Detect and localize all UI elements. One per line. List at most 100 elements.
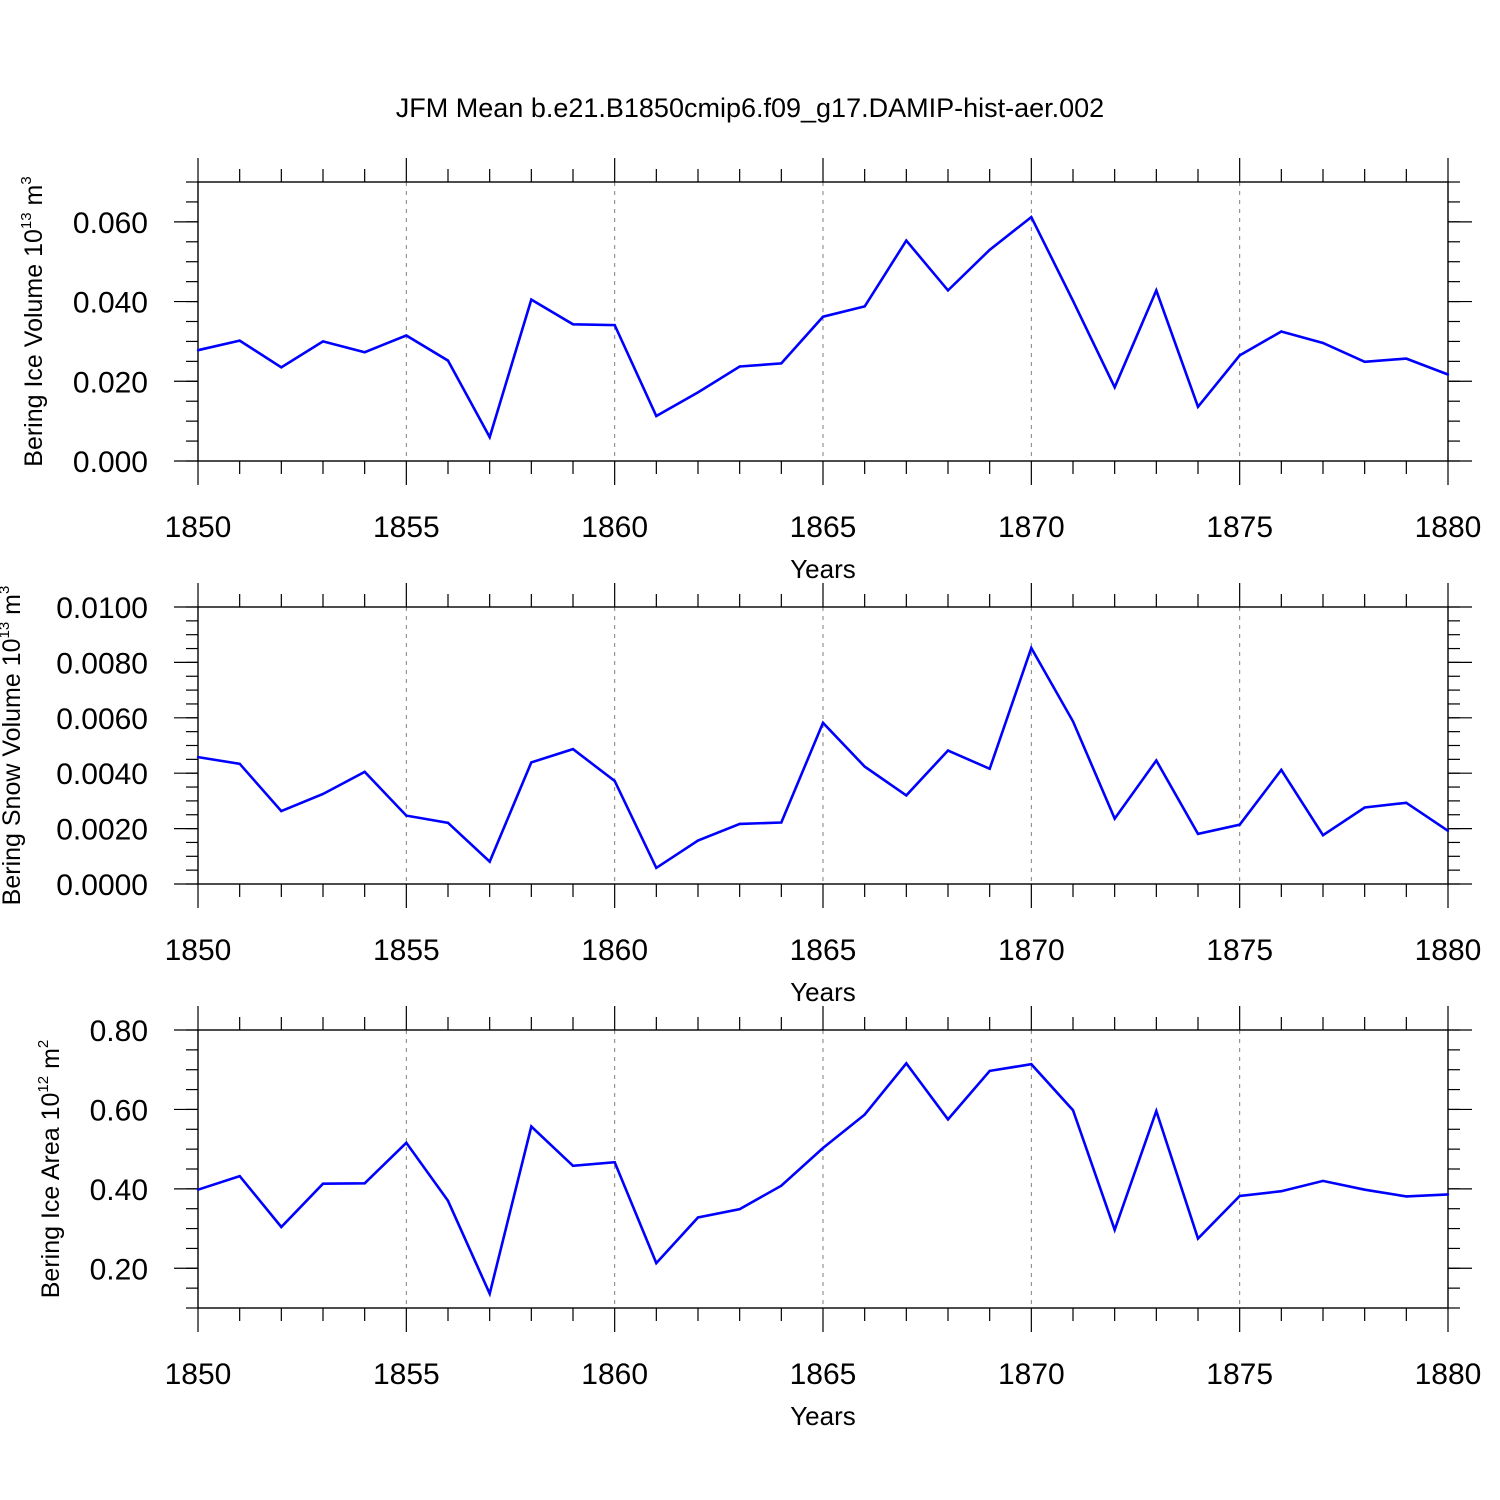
- data-point: [905, 239, 908, 242]
- x-tick-label: 1850: [165, 511, 232, 544]
- data-point: [988, 767, 991, 770]
- data-point: [1280, 330, 1283, 333]
- data-point: [363, 770, 366, 774]
- data-point: [613, 1161, 616, 1164]
- data-point: [696, 839, 700, 842]
- y-axis-title-unit-exponent: 3: [0, 586, 13, 594]
- data-point: [613, 323, 616, 327]
- data-point: [863, 1113, 866, 1116]
- data-point: [1071, 1109, 1075, 1112]
- chart-panel-2: 0.0000 0.0020 0.0040 0.0060 0.0080 0.0100 1850…: [0, 583, 1481, 1007]
- data-point: [446, 1199, 450, 1202]
- data-point: [530, 761, 533, 764]
- data-point: [530, 1125, 533, 1128]
- data-point: [1196, 832, 1200, 836]
- data-point: [821, 1146, 825, 1150]
- data-point: [1238, 823, 1241, 826]
- x-tick-label: 1860: [581, 511, 648, 544]
- data-point: [1071, 299, 1075, 302]
- y-axis-title-exponent: 13: [18, 212, 35, 229]
- data-point: [1030, 646, 1033, 650]
- y-tick-label: 0.0040: [56, 758, 148, 791]
- x-tick-label: 1870: [998, 934, 1065, 967]
- data-point: [905, 1062, 908, 1065]
- data-point: [1363, 1188, 1366, 1191]
- y-axis-title-unit: m: [20, 185, 48, 213]
- data-point: [1113, 1228, 1116, 1231]
- data-point: [1196, 405, 1200, 408]
- y-tick-label: 0.020: [73, 366, 148, 399]
- data-point: [821, 315, 825, 318]
- x-tick-label: 1870: [998, 1358, 1065, 1391]
- data-point: [238, 1174, 241, 1178]
- x-tick-label: 1865: [790, 934, 857, 967]
- y-axis-title-text: Bering Snow Volume 10: [0, 638, 26, 905]
- data-point: [1321, 341, 1325, 345]
- data-point: [1155, 759, 1158, 762]
- data-point: [1280, 768, 1283, 772]
- x-tick-label: 1875: [1206, 511, 1273, 544]
- x-tick-label: 1875: [1206, 1358, 1273, 1391]
- x-tick-label: 1860: [581, 934, 648, 967]
- y-tick-label: 0.0000: [56, 869, 148, 902]
- data-point: [321, 340, 325, 343]
- y-tick-label: 0.60: [90, 1094, 148, 1127]
- data-point: [571, 1164, 575, 1168]
- data-point: [821, 721, 825, 724]
- data-point: [1446, 1193, 1450, 1196]
- data-point: [238, 762, 241, 765]
- data-point: [1280, 1190, 1283, 1193]
- data-point: [1155, 289, 1158, 292]
- y-tick-label: 0.060: [73, 207, 148, 240]
- data-point: [863, 305, 866, 308]
- x-tick-label: 1850: [165, 1358, 232, 1391]
- x-tick-label: 1855: [373, 934, 440, 967]
- data-point: [280, 809, 283, 813]
- y-axis-title-unit-exponent: 3: [18, 176, 35, 184]
- y-tick-label: 0.80: [90, 1015, 148, 1048]
- plot-frame: [197, 606, 1449, 885]
- x-axis-title: Years: [790, 1401, 856, 1431]
- x-tick-label: 1865: [790, 1358, 857, 1391]
- y-tick-label: 0.20: [90, 1253, 148, 1286]
- y-axis-title-exponent: 12: [35, 1076, 52, 1093]
- data-point: [363, 1182, 366, 1185]
- x-tick-label: 1855: [373, 1358, 440, 1391]
- data-point: [446, 359, 450, 362]
- y-axis-title-text: Bering Ice Volume 10: [20, 229, 48, 467]
- x-tick-label: 1870: [998, 511, 1065, 544]
- data-point: [1405, 1195, 1408, 1198]
- y-axis-title-unit: m: [37, 1048, 65, 1076]
- data-point: [1113, 386, 1116, 389]
- data-point: [1030, 1062, 1033, 1066]
- data-point: [405, 814, 408, 817]
- y-axis-title: Bering Ice Volume 1013 m3: [18, 176, 48, 466]
- x-axis-title: Years: [790, 977, 856, 1007]
- y-axis-title-text: Bering Ice Area 10: [37, 1093, 65, 1299]
- x-tick-label: 1875: [1206, 934, 1273, 967]
- data-point: [1405, 801, 1408, 805]
- data-point: [196, 1188, 200, 1191]
- y-tick-label: 0.040: [73, 287, 148, 320]
- data-point: [1446, 373, 1450, 376]
- plot-frame: [197, 1029, 1449, 1309]
- data-point: [488, 860, 491, 863]
- data-point: [696, 391, 700, 394]
- figure-title: JFM Mean b.e21.B1850cmip6.f09_g17.DAMIP-…: [396, 93, 1104, 123]
- data-point: [1155, 1109, 1158, 1113]
- y-axis-title: Bering Snow Volume 1013 m3: [0, 586, 26, 906]
- data-point: [780, 362, 783, 365]
- y-tick-label: 0.0060: [56, 703, 148, 736]
- data-point: [988, 1069, 991, 1073]
- chart-panel-1: 0.000 0.020 0.040 0.060 1850 1855 1860 1865 1870…: [18, 158, 1481, 584]
- data-point: [405, 334, 408, 337]
- data-point: [988, 248, 991, 251]
- data-point: [738, 365, 741, 368]
- y-axis-title: Bering Ice Area 1012 m2: [35, 1040, 65, 1299]
- x-tick-label: 1880: [1415, 934, 1482, 967]
- x-tick-label: 1860: [581, 1358, 648, 1391]
- x-tick-label: 1855: [373, 511, 440, 544]
- data-point: [321, 792, 325, 796]
